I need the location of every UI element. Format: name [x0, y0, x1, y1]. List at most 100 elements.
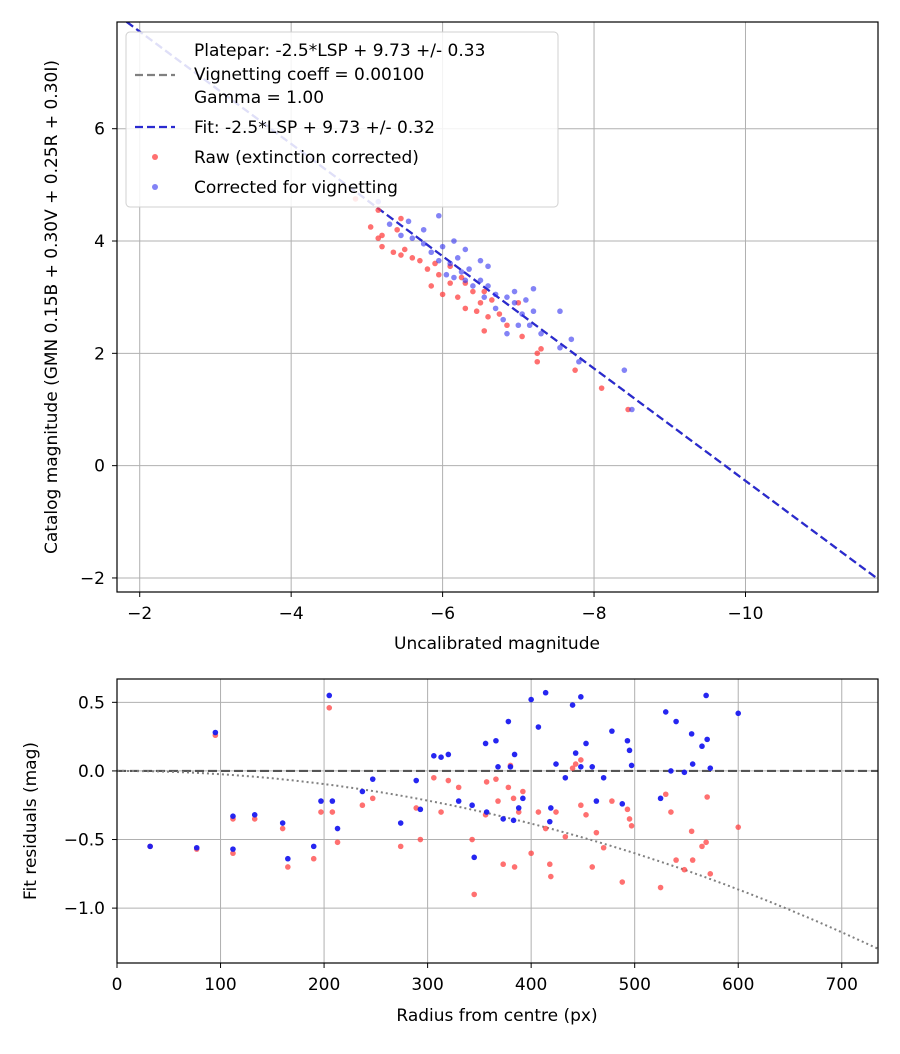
- bottom-x-tick-label: 300: [411, 975, 443, 995]
- corrected-point: [526, 322, 533, 329]
- corrected-residual-point: [334, 825, 341, 832]
- corrected-residual-point: [535, 724, 542, 730]
- corrected-point: [492, 291, 499, 298]
- corrected-point: [530, 308, 537, 315]
- raw-point: [481, 328, 488, 334]
- raw-residual-point: [735, 824, 742, 830]
- legend-gamma-label: Gamma = 1.00: [194, 88, 324, 108]
- bottom-reference-lines: [117, 769, 878, 950]
- corrected-point: [519, 311, 525, 317]
- legend-raw-marker: [152, 154, 158, 160]
- raw-point: [417, 257, 423, 264]
- raw-residual-point: [493, 776, 499, 782]
- raw-point: [379, 232, 385, 239]
- raw-residual-point: [688, 828, 695, 835]
- corrected-point: [470, 283, 476, 289]
- corrected-residual-point: [572, 750, 579, 756]
- bottom-x-tick-label: 400: [515, 975, 547, 995]
- raw-point: [394, 226, 400, 233]
- corrected-residual-point: [500, 816, 506, 822]
- corrected-residual-point: [688, 731, 695, 737]
- corrected-residual-point: [445, 751, 452, 758]
- bottom-gridlines: [116, 679, 878, 963]
- raw-point: [485, 314, 491, 320]
- corrected-residual-point: [699, 743, 705, 750]
- corrected-residual-point: [493, 737, 499, 744]
- corrected-point: [576, 358, 582, 365]
- corrected-point: [451, 238, 457, 244]
- raw-point: [454, 294, 461, 300]
- raw-point: [439, 291, 446, 298]
- raw-residual-point: [495, 798, 501, 804]
- raw-residual-point: [438, 809, 444, 815]
- top-x-ticks: −2 −4 −6 −8 −10: [127, 592, 763, 624]
- raw-point: [470, 288, 476, 295]
- raw-residual-point: [578, 802, 584, 809]
- raw-point: [375, 207, 382, 213]
- corrected-residual-point: [520, 795, 526, 802]
- top-y-tick-label: 6: [94, 120, 105, 140]
- corrected-point: [466, 266, 472, 272]
- raw-residual-point: [445, 777, 452, 784]
- bottom-x-tick-label: 700: [826, 975, 858, 995]
- raw-residual-point: [279, 825, 286, 832]
- top-scatter-points: [352, 196, 635, 413]
- corrected-residual-point: [438, 754, 444, 761]
- corrected-residual-point: [609, 728, 615, 734]
- corrected-point: [504, 330, 510, 337]
- corrected-point: [439, 243, 446, 250]
- raw-residual-point: [469, 836, 475, 843]
- corrected-residual-point: [704, 736, 710, 743]
- top-y-tick-label: 2: [94, 344, 105, 364]
- legend-corrected-label: Corrected for vignetting: [194, 178, 398, 198]
- raw-residual-point: [578, 757, 584, 763]
- bottom-scatter-points: [147, 689, 742, 898]
- raw-point: [496, 311, 503, 317]
- corrected-residual-point: [589, 764, 596, 770]
- bottom-y-tick-label: −0.5: [64, 831, 105, 851]
- corrected-point: [443, 271, 450, 278]
- corrected-point: [621, 367, 628, 373]
- bottom-x-tick-label: 100: [204, 975, 236, 995]
- top-x-axis-label: Uncalibrated magnitude: [394, 634, 600, 654]
- corrected-residual-point: [735, 710, 742, 717]
- corrected-point: [523, 297, 529, 303]
- corrected-residual-point: [431, 753, 437, 759]
- raw-residual-point: [689, 857, 696, 863]
- corrected-point: [447, 260, 453, 267]
- corrected-residual-point: [147, 843, 153, 850]
- corrected-residual-point: [285, 855, 291, 862]
- corrected-residual-point: [626, 747, 633, 754]
- raw-residual-point: [593, 829, 600, 836]
- corrected-residual-point: [469, 802, 475, 809]
- raw-residual-point: [230, 850, 236, 857]
- legend-vignetting-label: Vignetting coeff = 0.00100: [194, 65, 424, 85]
- corrected-point: [557, 308, 563, 315]
- raw-residual-point: [699, 843, 705, 850]
- raw-point: [538, 346, 544, 352]
- raw-residual-point: [310, 855, 317, 862]
- corrected-residual-point: [413, 777, 420, 784]
- raw-point: [473, 308, 480, 315]
- raw-residual-point: [285, 864, 291, 870]
- raw-residual-point: [569, 765, 576, 771]
- bottom-chart: 0 100 200 300 400 500 600 700 0.5 0.0 −0.5 −1.0 Ra…: [21, 678, 879, 1026]
- raw-residual-point: [548, 873, 554, 880]
- raw-point: [390, 249, 397, 256]
- raw-residual-point: [562, 833, 569, 840]
- raw-residual-point: [510, 795, 517, 802]
- corrected-point: [409, 235, 416, 242]
- corrected-point: [481, 294, 488, 300]
- raw-residual-point: [329, 809, 336, 815]
- corrected-residual-point: [471, 854, 478, 861]
- raw-residual-point: [318, 809, 324, 815]
- corrected-residual-point: [397, 820, 404, 826]
- raw-residual-point: [483, 779, 490, 785]
- corrected-residual-point: [546, 818, 553, 825]
- top-y-axis-label: Catalog magnitude (GMN 0.15B + 0.30V + 0…: [42, 60, 62, 554]
- top-x-tick-label: −8: [582, 604, 607, 624]
- legend-corrected-marker: [152, 184, 158, 190]
- corrected-residual-point: [510, 817, 517, 824]
- raw-point: [436, 271, 442, 278]
